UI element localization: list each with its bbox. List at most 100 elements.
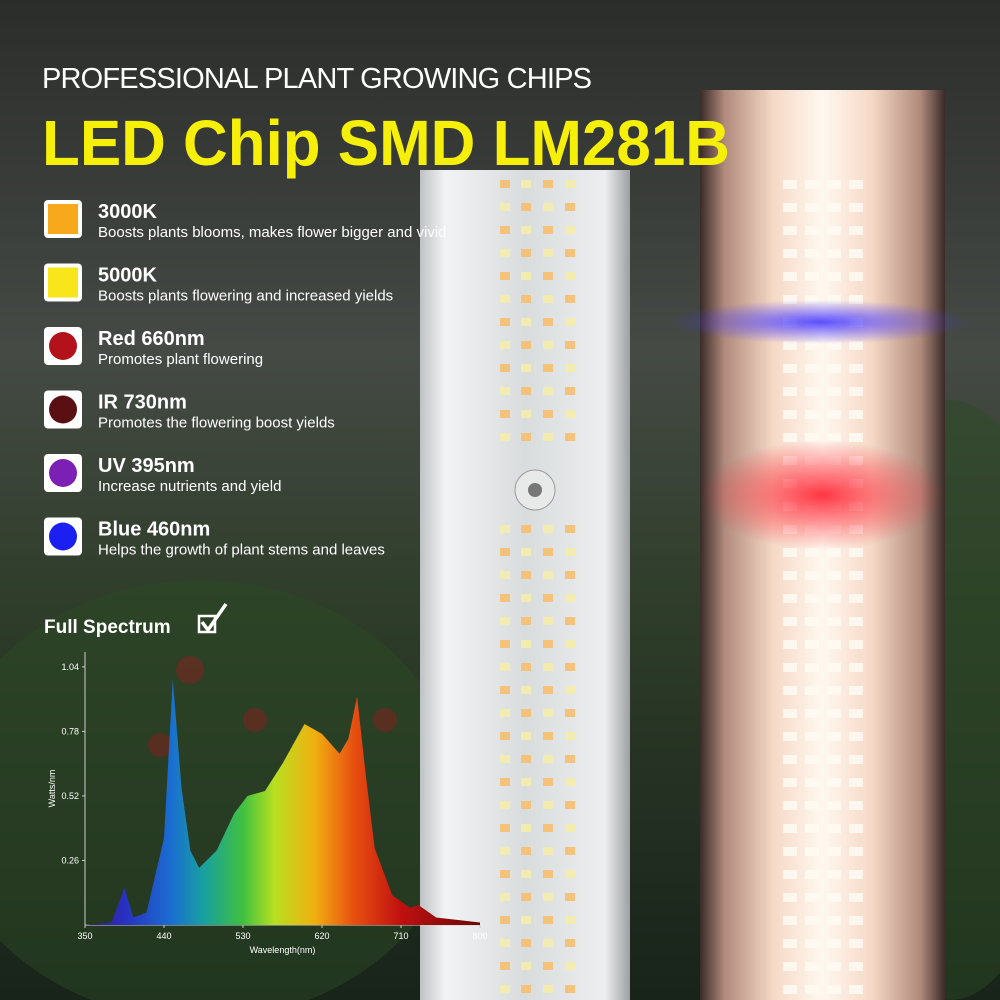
chip	[565, 824, 575, 832]
chip-lit	[849, 962, 863, 971]
chip	[521, 180, 531, 188]
chip-lit	[805, 341, 819, 350]
chip-lit	[827, 433, 841, 442]
chip-lit	[827, 640, 841, 649]
chip-lit	[827, 686, 841, 695]
uv-glow	[670, 300, 970, 344]
chip-lit	[849, 686, 863, 695]
chip-lit	[849, 985, 863, 994]
chip-lit	[783, 180, 797, 189]
feature-desc: Helps the growth of plant stems and leav…	[98, 542, 385, 559]
y-axis-label: Watts/nm	[47, 770, 57, 808]
chip-lit	[849, 893, 863, 902]
chip-lit	[783, 617, 797, 626]
led-chips	[500, 180, 863, 994]
chip	[500, 203, 510, 211]
x-tick-label: 530	[235, 931, 250, 941]
feature-desc: Promotes plant flowering	[98, 351, 263, 368]
chip	[565, 962, 575, 970]
chip	[565, 249, 575, 257]
chip-lit	[783, 893, 797, 902]
chip	[500, 801, 510, 809]
chip-lit	[827, 663, 841, 672]
chip-lit	[827, 387, 841, 396]
chip	[565, 387, 575, 395]
chip-lit	[805, 663, 819, 672]
chip	[543, 318, 553, 326]
chip-lit	[805, 893, 819, 902]
chip-lit	[783, 341, 797, 350]
chip-lit	[827, 962, 841, 971]
chip	[521, 778, 531, 786]
chip	[543, 985, 553, 993]
chip	[521, 525, 531, 533]
chip-lit	[827, 571, 841, 580]
feature-label: 3000K	[98, 201, 157, 223]
chip-lit	[849, 226, 863, 235]
y-tick-label: 0.26	[61, 855, 79, 865]
y-tick-label: 1.04	[61, 662, 79, 672]
chip	[565, 686, 575, 694]
chip-lit	[827, 916, 841, 925]
chip-lit	[827, 939, 841, 948]
x-axis-label: Wavelength(nm)	[250, 945, 316, 955]
chip-lit	[805, 985, 819, 994]
x-tick-label: 350	[77, 931, 92, 941]
chip	[543, 939, 553, 947]
chip-lit	[783, 778, 797, 787]
chip-lit	[827, 341, 841, 350]
chip	[543, 180, 553, 188]
chip	[521, 801, 531, 809]
chip	[565, 640, 575, 648]
chip-lit	[783, 847, 797, 856]
chip	[500, 985, 510, 993]
chip-lit	[783, 249, 797, 258]
chip-lit	[849, 755, 863, 764]
chip	[521, 847, 531, 855]
chip-lit	[849, 410, 863, 419]
chip-lit	[805, 249, 819, 258]
chip	[565, 295, 575, 303]
chip	[543, 663, 553, 671]
title: LED Chip SMD LM281B	[42, 107, 730, 179]
chip	[543, 778, 553, 786]
chip	[500, 778, 510, 786]
chip-lit	[805, 870, 819, 879]
chip	[565, 617, 575, 625]
chip-lit	[783, 433, 797, 442]
chip	[500, 594, 510, 602]
chip	[521, 295, 531, 303]
chip	[565, 272, 575, 280]
chip-lit	[805, 755, 819, 764]
chip	[500, 617, 510, 625]
chip-lit	[783, 364, 797, 373]
chip	[543, 594, 553, 602]
chip	[521, 916, 531, 924]
chip	[500, 548, 510, 556]
chip-lit	[827, 893, 841, 902]
chip	[521, 226, 531, 234]
chip	[543, 226, 553, 234]
chip-lit	[827, 617, 841, 626]
chip-lit	[805, 387, 819, 396]
chip	[565, 985, 575, 993]
chip-lit	[783, 663, 797, 672]
chip	[543, 525, 553, 533]
chip	[521, 203, 531, 211]
feature-icon	[49, 522, 77, 551]
feature-icon	[49, 395, 77, 424]
chip-lit	[827, 870, 841, 879]
feature-label: IR 730nm	[98, 392, 187, 414]
chip	[565, 410, 575, 418]
chip	[500, 433, 510, 441]
chip	[500, 962, 510, 970]
chip-lit	[827, 548, 841, 557]
chip	[543, 272, 553, 280]
chip	[521, 709, 531, 717]
chip-lit	[827, 272, 841, 281]
chip-lit	[849, 272, 863, 281]
feature-label: UV 395nm	[98, 455, 195, 477]
chip-lit	[849, 180, 863, 189]
chip-lit	[805, 847, 819, 856]
